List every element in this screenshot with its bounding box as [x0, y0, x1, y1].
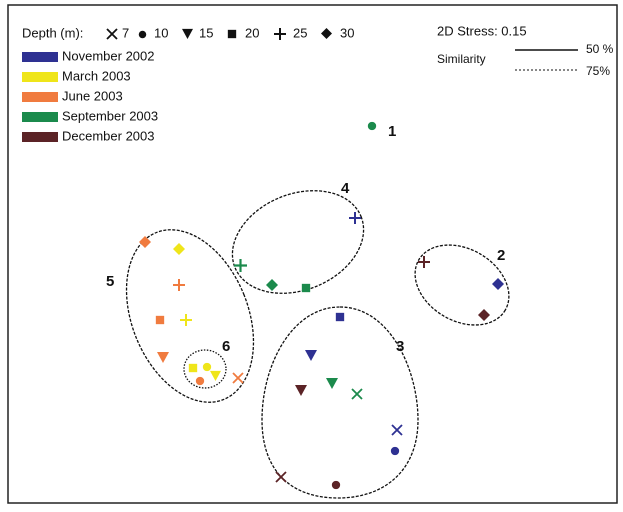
point [478, 309, 490, 321]
depth-symbol [138, 30, 147, 39]
point [295, 385, 307, 396]
depth-value: 10 [154, 25, 168, 40]
legend-label: March 2003 [62, 68, 131, 83]
point [331, 480, 341, 490]
depth-label: Depth (m): [22, 25, 83, 40]
legend-label: December 2003 [62, 128, 155, 143]
point [391, 424, 403, 436]
legend-swatch [22, 92, 58, 102]
legend-swatch [22, 112, 58, 122]
stress: 2D Stress: 0.15 [437, 23, 527, 38]
point [305, 350, 317, 361]
point [155, 315, 165, 325]
legend-label: November 2002 [62, 48, 155, 63]
time-legend: November 2002 March 2003 June 2003 Septembe… [22, 48, 158, 143]
legend-swatch [22, 52, 58, 62]
cluster-label: 1 [388, 123, 396, 140]
point [139, 236, 151, 248]
depth-symbol [273, 27, 287, 41]
point [348, 211, 362, 225]
cluster-label: 3 [396, 338, 404, 355]
cluster-outline [414, 244, 510, 326]
depth-value: 15 [199, 25, 213, 40]
depth-value: 25 [293, 25, 307, 40]
depth-symbol [182, 28, 193, 39]
cluster-label: 4 [341, 180, 350, 197]
point [275, 471, 287, 483]
point [202, 362, 212, 372]
point [195, 376, 205, 386]
depth-symbol [227, 29, 237, 39]
cluster-outline [183, 349, 227, 389]
similarity-label: Similarity [437, 52, 486, 66]
point [157, 352, 169, 363]
cluster-outline [125, 229, 255, 403]
cluster-label: 5 [106, 273, 114, 290]
cluster-outline [231, 190, 365, 294]
point [335, 312, 345, 322]
similarity-dotted: 75% [586, 64, 610, 78]
legend-swatch [22, 72, 58, 82]
cluster-outline [261, 306, 419, 499]
point [301, 283, 311, 293]
point [188, 363, 198, 373]
depth-value: 30 [340, 25, 354, 40]
point [390, 446, 400, 456]
point [173, 243, 185, 255]
legend-label: September 2003 [62, 108, 158, 123]
point [367, 121, 377, 131]
point [210, 370, 221, 381]
depth-value: 20 [245, 25, 259, 40]
frame [7, 4, 618, 504]
point [266, 279, 278, 291]
legend-label: June 2003 [62, 88, 123, 103]
legend-swatch [22, 132, 58, 142]
cluster-label: 2 [497, 247, 505, 264]
point [417, 255, 431, 269]
cluster-label: 6 [222, 338, 230, 355]
depth-symbol [321, 28, 332, 39]
similarity-solid: 50 % [586, 42, 614, 56]
point [492, 278, 504, 290]
depth-symbol [106, 28, 118, 40]
points [139, 121, 504, 490]
point [232, 372, 244, 384]
depth-value: 7 [122, 25, 129, 40]
point [351, 388, 363, 400]
point [326, 378, 338, 389]
point [179, 313, 193, 327]
point [172, 278, 186, 292]
